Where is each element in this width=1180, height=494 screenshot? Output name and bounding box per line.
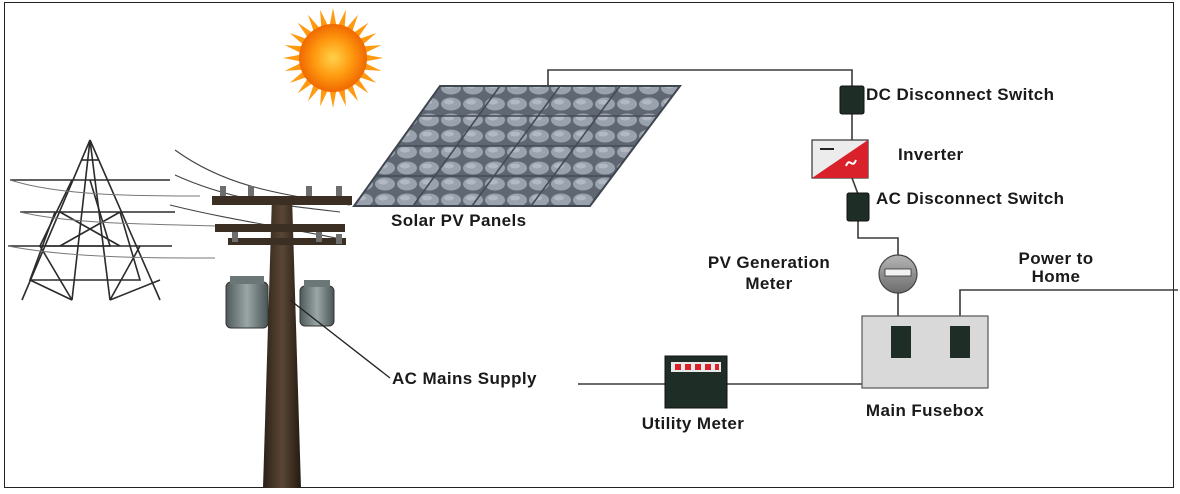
wiring bbox=[289, 69, 1178, 385]
utility-pole-icon bbox=[169, 149, 352, 488]
dc-disconnect-switch bbox=[839, 85, 865, 115]
label-power-home-line2: Home bbox=[1032, 267, 1081, 286]
label-main-fusebox: Main Fusebox bbox=[866, 401, 984, 420]
label-pv-meter-line1: PV Generation bbox=[708, 253, 830, 272]
label-pv-meter-line2: Meter bbox=[745, 274, 792, 293]
transmission-tower-icon bbox=[7, 139, 216, 301]
diagram-border bbox=[4, 2, 1174, 488]
label-inverter: Inverter bbox=[898, 145, 964, 164]
label-utility-meter: Utility Meter bbox=[642, 414, 745, 433]
pv-generation-meter-icon bbox=[878, 254, 918, 294]
ac-disconnect-switch bbox=[846, 192, 870, 222]
label-solar-panels: Solar PV Panels bbox=[391, 211, 526, 230]
label-ac-mains: AC Mains Supply bbox=[392, 369, 537, 388]
sun-icon bbox=[283, 8, 383, 108]
utility-meter-icon bbox=[664, 355, 728, 409]
transformer-left bbox=[225, 276, 269, 329]
transformer-right bbox=[299, 280, 335, 327]
label-power-home-line1: Power to bbox=[1019, 249, 1094, 268]
inverter-icon bbox=[811, 139, 869, 179]
main-fusebox-icon bbox=[861, 315, 989, 389]
solar-panel-array bbox=[352, 85, 682, 207]
label-ac-switch: AC Disconnect Switch bbox=[876, 189, 1064, 208]
label-dc-switch: DC Disconnect Switch bbox=[866, 85, 1054, 104]
